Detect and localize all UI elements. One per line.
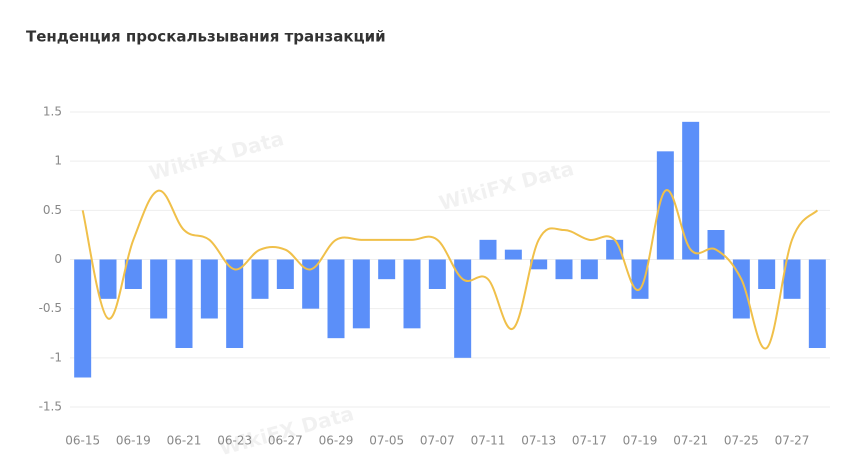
x-tick-label: 07-07 [420, 434, 455, 448]
bar [327, 259, 345, 339]
bar [758, 259, 776, 289]
bar [808, 259, 826, 348]
x-tick-label: 07-17 [572, 434, 607, 448]
x-tick-label: 06-21 [167, 434, 202, 448]
bar [74, 259, 92, 378]
bar [276, 259, 294, 289]
bar [606, 239, 624, 260]
bar [352, 259, 370, 329]
x-tick-label: 06-23 [217, 434, 252, 448]
x-tick-label: 07-11 [471, 434, 506, 448]
bar [682, 121, 700, 260]
bar [226, 259, 244, 348]
bar [479, 239, 497, 260]
bar [707, 230, 725, 260]
x-tick-label: 06-29 [319, 434, 354, 448]
watermark: WikiFX Data [147, 126, 287, 185]
chart-title: Тенденция проскальзывания транзакций [26, 28, 386, 46]
bar [124, 259, 142, 289]
bar [251, 259, 269, 299]
bar [454, 259, 472, 358]
x-tick-label: 07-19 [623, 434, 658, 448]
y-tick-label: -0.5 [39, 301, 62, 315]
y-tick-label: 1 [54, 154, 62, 168]
y-tick-label: -1 [50, 350, 62, 364]
bar [150, 259, 168, 319]
x-tick-label: 06-19 [116, 434, 151, 448]
x-tick-label: 07-21 [673, 434, 708, 448]
x-tick-label: 06-27 [268, 434, 303, 448]
bar [302, 259, 320, 309]
bar [504, 249, 522, 260]
bar [580, 259, 598, 280]
bar [631, 259, 649, 299]
y-tick-label: 0.5 [43, 203, 62, 217]
bar [656, 151, 674, 260]
x-tick-label: 06-15 [65, 434, 100, 448]
bar [175, 259, 193, 348]
bar [403, 259, 421, 329]
x-tick-label: 07-27 [775, 434, 810, 448]
bar [732, 259, 750, 319]
y-tick-label: -1.5 [39, 400, 62, 414]
bar [200, 259, 218, 319]
bar [555, 259, 573, 280]
line [81, 189, 819, 350]
y-tick-label: 1.5 [43, 105, 62, 119]
x-tick-label: 07-13 [521, 434, 556, 448]
bar [783, 259, 801, 299]
bar [378, 259, 396, 280]
x-tick-label: 07-25 [724, 434, 759, 448]
watermark: WikiFX Data [437, 156, 577, 215]
bar [530, 259, 548, 270]
watermark: WikiFX Data [217, 401, 357, 460]
bar [428, 259, 446, 289]
y-tick-label: 0 [54, 252, 62, 266]
x-tick-label: 07-05 [369, 434, 404, 448]
bar [99, 259, 117, 299]
